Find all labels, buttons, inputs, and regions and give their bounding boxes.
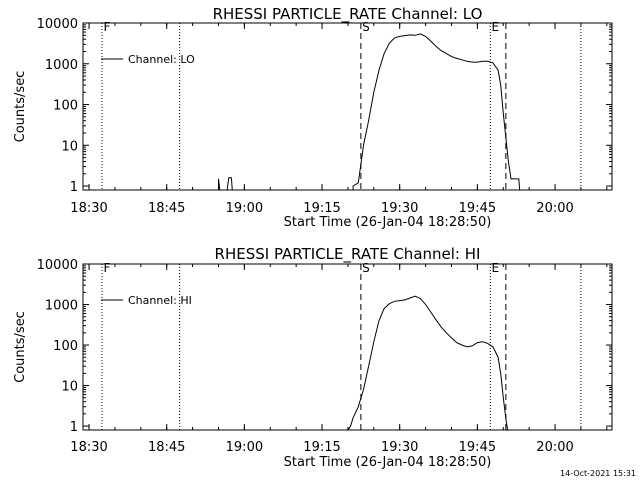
legend-label: Channel: LO	[128, 53, 195, 66]
plot-frame	[82, 263, 613, 431]
x-tick-label: 19:00	[226, 440, 263, 455]
x-tick-label: 18:45	[148, 201, 185, 216]
y-tick-label: 10	[61, 139, 78, 154]
x-tick-label: 18:30	[70, 440, 107, 455]
x-tick-label: 19:15	[303, 440, 340, 455]
legend-label: Channel: HI	[128, 294, 192, 307]
series-line	[83, 295, 612, 431]
chart-panel-hi: RHESSI PARTICLE_RATE Channel: HI 1 10 100 10…	[13, 245, 613, 470]
chart-title: RHESSI PARTICLE_RATE Channel: LO	[213, 5, 483, 24]
y-tick-label: 1	[70, 180, 78, 195]
x-tick-label: 18:45	[148, 440, 185, 455]
y-tick-label: 100	[53, 99, 78, 114]
marker-label: E	[492, 20, 500, 34]
series-line	[83, 33, 612, 191]
marker-label: S	[362, 261, 370, 275]
y-tick-label: 100	[53, 339, 78, 354]
plot-frame	[82, 22, 613, 191]
chart-title: RHESSI PARTICLE_RATE Channel: HI	[215, 245, 481, 264]
y-tick-label: 1000	[45, 58, 78, 73]
x-tick-label: 20:00	[536, 440, 573, 455]
x-tick-label: 20:00	[536, 201, 573, 216]
x-tick-label: 19:45	[459, 440, 496, 455]
chart-panel-lo: RHESSI PARTICLE_RATE Channel: LO 1 10 100 10…	[13, 5, 613, 230]
x-tick-label: 19:45	[459, 201, 496, 216]
x-axis-label: Start Time (26-Jan-04 18:28:50)	[284, 215, 492, 230]
y-tick-label: 10000	[37, 258, 78, 273]
footer-timestamp: 14-Oct-2021 15:31	[560, 469, 636, 478]
x-tick-label: 18:30	[70, 201, 107, 216]
marker-label: F	[104, 20, 111, 34]
marker-label: F	[104, 261, 111, 275]
x-tick-label: 19:00	[226, 201, 263, 216]
x-axis-label: Start Time (26-Jan-04 18:28:50)	[284, 455, 492, 470]
y-axis-label: Counts/sec	[13, 71, 28, 143]
marker-label: S	[362, 20, 370, 34]
y-tick-label: 10000	[37, 17, 78, 32]
y-tick-label: 10	[61, 380, 78, 395]
marker-label: E	[492, 261, 500, 275]
x-tick-label: 19:15	[303, 201, 340, 216]
x-tick-label: 19:30	[381, 440, 418, 455]
y-axis-label: Counts/sec	[13, 311, 28, 383]
x-tick-label: 19:30	[381, 201, 418, 216]
y-tick-label: 1	[70, 420, 78, 435]
y-tick-label: 1000	[45, 299, 78, 314]
